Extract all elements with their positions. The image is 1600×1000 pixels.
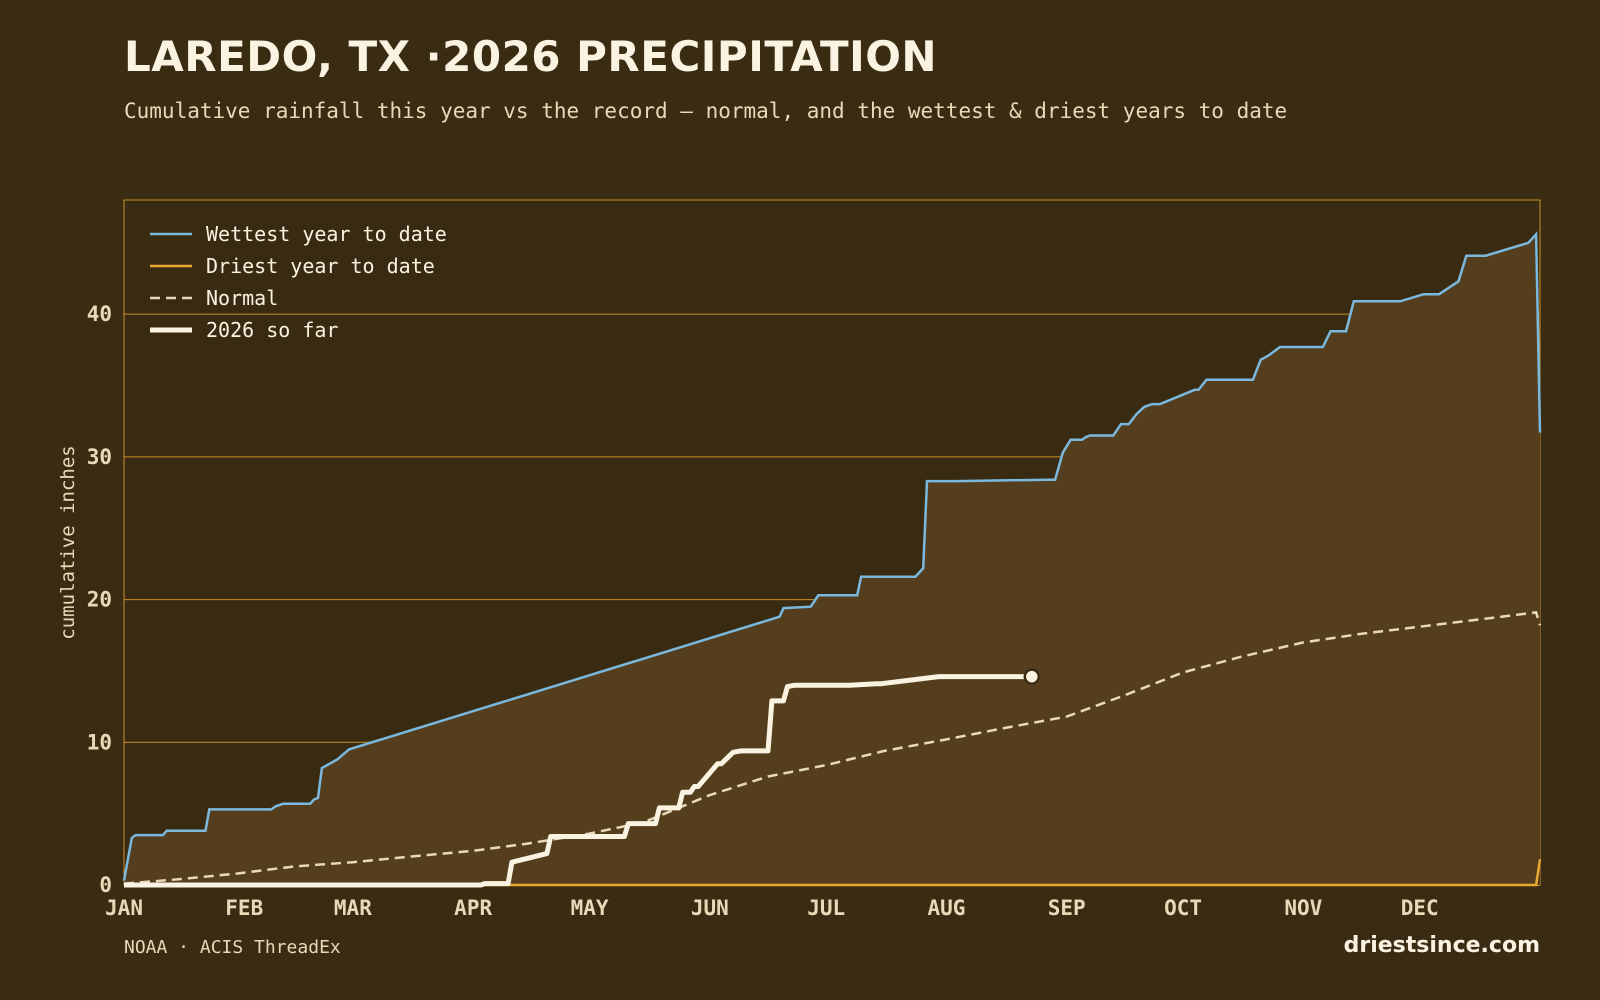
x-axis-ticks: JAN FEB MAR APR MAY JUN JUL AUG SEP OCT NOV DEC [105, 896, 1439, 920]
driest-series-line [124, 859, 1542, 887]
x-tick-label: JUN [691, 896, 729, 920]
legend-entry: 2026 so far [206, 318, 338, 342]
x-tick-label: FEB [225, 896, 263, 920]
y-axis-label: cumulative inches [57, 445, 79, 639]
y-tick-label: 10 [87, 730, 112, 754]
normal-series-line [123, 611, 1542, 885]
wettest-series-line [122, 231, 1542, 881]
y-tick-label: 40 [87, 302, 112, 326]
x-tick-label: MAR [334, 896, 372, 920]
current-value-marker[interactable] [1023, 668, 1041, 685]
x-tick-label: NOV [1284, 896, 1322, 920]
x-tick-label: MAY [571, 896, 609, 920]
page-subtitle: Cumulative rainfall this year vs the rec… [124, 99, 1288, 123]
x-tick-label: OCT [1164, 896, 1202, 920]
legend-entry: Normal [206, 286, 278, 310]
legend: Wettest year to date Driest year to date N… [150, 222, 447, 342]
x-tick-label: AUG [927, 896, 965, 920]
x-tick-label: DEC [1401, 896, 1439, 920]
data-source: NOAA · ACIS ThreadEx [124, 937, 341, 958]
current-year-series-line [124, 674, 1032, 888]
y-tick-label: 30 [87, 445, 112, 469]
wettest-area-fill [124, 234, 1540, 886]
brand-link[interactable]: driestsince.com [1343, 933, 1540, 958]
y-tick-label: 20 [87, 588, 112, 612]
page-title: LAREDO, TX ·2026 PRECIPITATION [124, 32, 938, 81]
legend-entry: Driest year to date [206, 254, 435, 278]
x-tick-label: JAN [105, 896, 143, 920]
y-axis-ticks: 0 10 20 30 40 [87, 302, 112, 897]
legend-entry: Wettest year to date [206, 222, 447, 246]
x-tick-label: APR [454, 896, 492, 920]
y-tick-label: 0 [99, 873, 112, 897]
x-tick-label: SEP [1048, 896, 1086, 920]
x-tick-label: JUL [807, 896, 845, 920]
